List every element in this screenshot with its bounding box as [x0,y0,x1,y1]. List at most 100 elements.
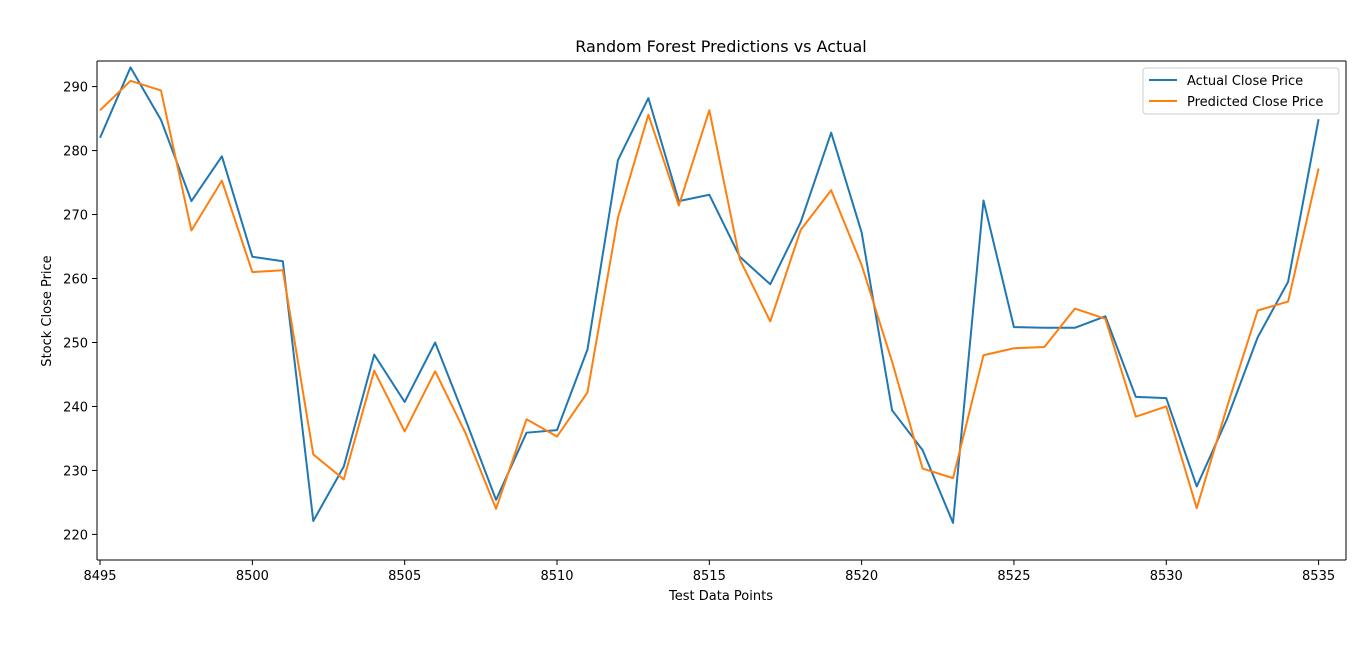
data-point-actual [585,348,589,352]
y-tick-label: 260 [63,273,88,288]
data-point-predicted [890,360,894,364]
data-point-actual [1134,395,1138,399]
chart-title: Random Forest Predictions vs Actual [575,37,866,56]
data-point-actual [829,131,833,135]
data-point-predicted [616,216,620,220]
data-point-predicted [951,476,955,480]
data-point-actual [707,193,711,197]
data-point-predicted [311,452,315,456]
data-point-actual [342,465,346,469]
data-point-predicted [1195,506,1199,510]
data-point-actual [799,220,803,224]
data-point-actual [433,340,437,344]
data-point-actual [403,400,407,404]
data-point-actual [1286,280,1290,284]
data-point-predicted [585,390,589,394]
y-tick-label: 230 [63,464,88,479]
series-line-actual [99,66,1320,524]
data-point-actual [890,408,894,412]
data-point-predicted [1134,415,1138,419]
data-point-predicted [494,507,498,511]
data-point-actual [1225,417,1229,421]
x-tick-label: 8535 [1302,569,1335,584]
data-point-predicted [98,108,102,112]
data-point-predicted [372,369,376,373]
legend-box [1142,67,1340,115]
data-point-predicted [1073,307,1077,311]
data-point-predicted [768,319,772,323]
data-point-predicted [1103,317,1107,321]
y-tick-label: 220 [63,528,88,543]
data-point-actual [281,259,285,263]
series-layer [98,66,1320,525]
data-point-predicted [433,369,437,373]
data-point-actual [250,255,254,259]
data-point-predicted [1225,404,1229,408]
data-point-predicted [1286,300,1290,304]
data-point-actual [464,418,468,422]
x-tick-label: 8525 [997,569,1030,584]
data-point-predicted [281,268,285,272]
data-point-actual [311,519,315,523]
x-tick-label: 8500 [236,569,269,584]
x-tick-label: 8530 [1150,569,1183,584]
data-point-actual [981,198,985,202]
data-point-actual [951,521,955,525]
data-point-predicted [921,467,925,471]
plot-area [97,61,1346,560]
data-point-predicted [646,113,650,117]
data-point-predicted [555,435,559,439]
data-point-predicted [738,257,742,261]
legend-label-predicted: Predicted Close Price [1187,95,1323,110]
data-point-predicted [1012,346,1016,350]
data-point-actual [220,154,224,158]
x-tick-label: 8510 [540,569,573,584]
data-point-actual [921,448,925,452]
data-point-actual [768,282,772,286]
data-point-predicted [342,477,346,481]
data-point-predicted [677,204,681,208]
x-axis-ticks: 8495 8500 8505 8510 8515 8520 8525 8530 8535 [83,560,1335,584]
data-point-actual [1195,484,1199,488]
data-point-actual [616,158,620,162]
data-point-predicted [707,108,711,112]
data-point-predicted [129,79,133,83]
data-point-predicted [1042,345,1046,349]
data-point-actual [98,136,102,140]
series-line-predicted [99,79,1320,510]
data-point-predicted [799,228,803,232]
y-tick-label: 270 [63,209,88,224]
data-point-actual [494,498,498,502]
data-point-actual [525,431,529,435]
data-point-actual [1012,325,1016,329]
y-tick-label: 250 [63,336,88,351]
data-point-predicted [250,270,254,274]
data-point-actual [1042,326,1046,330]
x-tick-label: 8520 [845,569,878,584]
y-axis-label: Stock Close Price [40,255,55,366]
data-point-actual [159,118,163,122]
data-point-predicted [860,263,864,267]
data-point-predicted [525,417,529,421]
data-point-actual [555,428,559,432]
data-point-actual [1164,396,1168,400]
data-point-actual [189,199,193,203]
data-point-predicted [1256,309,1260,313]
x-tick-label: 8495 [83,569,116,584]
data-point-predicted [829,188,833,192]
data-point-predicted [189,229,193,233]
y-axis-ticks: 220 230 240 250 260 270 280 290 [63,81,97,543]
legend: Actual Close Price Predicted Close Price [1142,67,1340,115]
data-point-predicted [464,431,468,435]
data-point-predicted [1164,404,1168,408]
legend-label-actual: Actual Close Price [1187,74,1303,89]
x-tick-label: 8515 [693,569,726,584]
data-point-actual [860,230,864,234]
data-point-actual [372,353,376,357]
y-tick-label: 280 [63,145,88,160]
data-point-actual [1256,335,1260,339]
data-point-predicted [220,179,224,183]
x-axis-label: Test Data Points [668,589,773,604]
axes-frame [96,60,1347,561]
